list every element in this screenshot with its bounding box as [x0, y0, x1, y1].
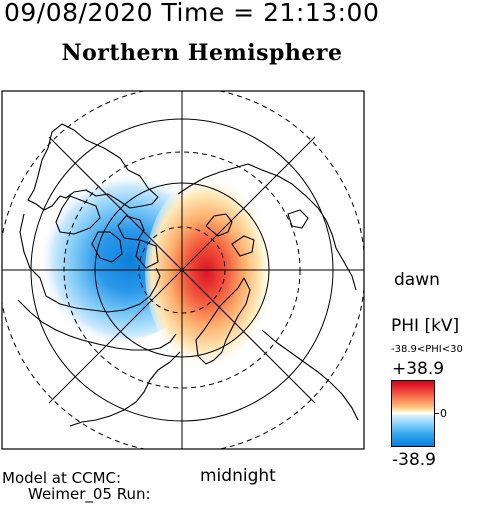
time-text: 21:13:00 — [263, 0, 380, 27]
meridian-diagonal-2 — [48, 136, 316, 404]
dawn-label: dawn — [394, 270, 440, 290]
colorbar-zero-tick — [435, 413, 439, 414]
asia-coast — [261, 329, 359, 421]
colorbar — [391, 380, 435, 447]
polar-map — [1, 90, 365, 450]
europe-coast — [69, 351, 181, 427]
scandinavia-coast — [195, 277, 251, 365]
map-frame — [1, 90, 365, 450]
run-label: Weimer_05 Run: — [28, 485, 151, 503]
colorbar-min-label: -38.9 — [392, 450, 436, 470]
arctic-islands — [55, 195, 159, 269]
positive-cell — [145, 174, 281, 370]
siberia-coast — [177, 163, 357, 291]
potential-cells — [30, 164, 281, 370]
svalbard-islands — [205, 209, 309, 257]
north-america-coast — [19, 213, 161, 313]
timestamp-header: 09/08/2020 Time = 21:13:00 — [4, 0, 379, 27]
colorbar-zero-label: 0 — [440, 407, 447, 420]
colorbar-range: -38.9<PHI<30 — [391, 344, 463, 355]
midnight-label: midnight — [200, 466, 276, 486]
coastlines — [17, 123, 359, 427]
meridians — [2, 91, 364, 449]
hudson-bay — [17, 299, 177, 351]
model-label: Model at CCMC: — [2, 469, 122, 487]
page-title: Northern Hemisphere — [61, 40, 343, 66]
date-text: 09/08/2020 — [4, 0, 154, 27]
greenland-coast — [27, 123, 159, 211]
colorbar-max-label: +38.9 — [392, 359, 445, 379]
time-label: Time = — [161, 0, 255, 27]
colorbar-title: PHI [kV] — [391, 316, 460, 336]
